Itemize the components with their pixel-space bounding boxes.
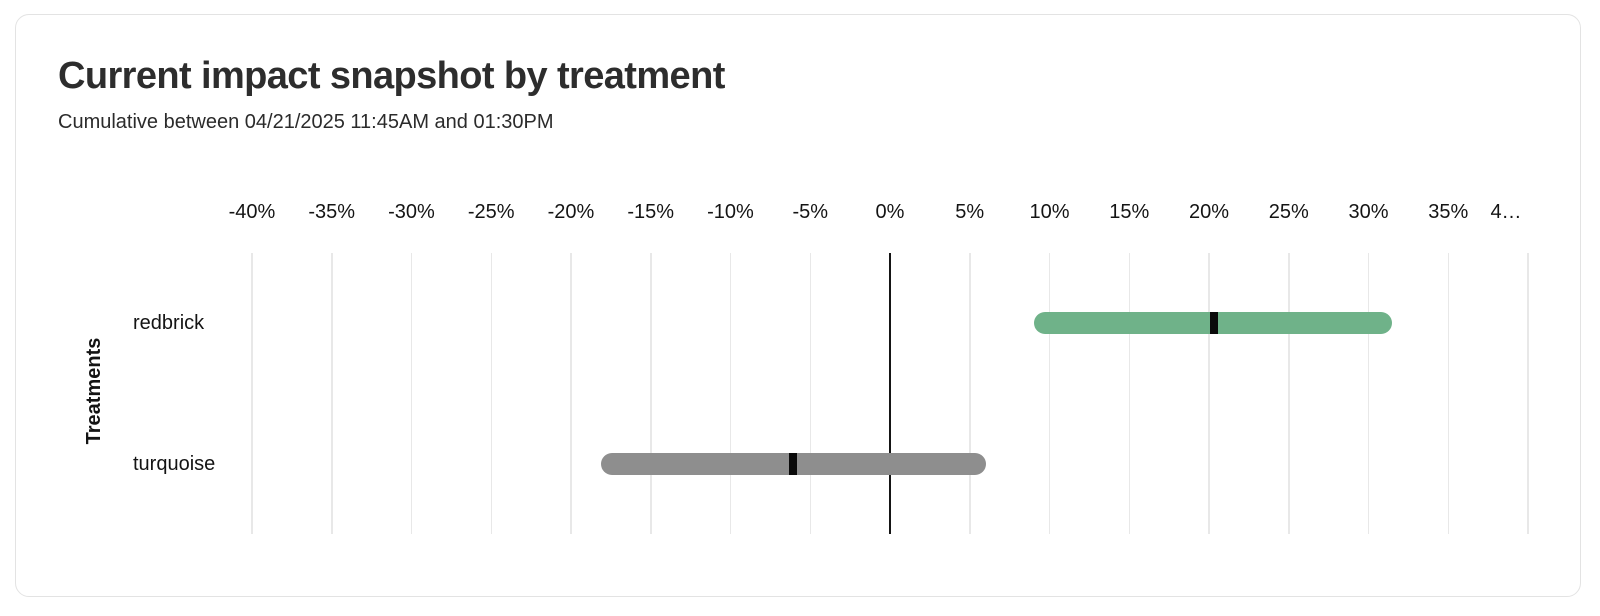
x-tick-label: -20% <box>547 201 595 223</box>
x-tick-label: -10% <box>707 201 754 223</box>
impact-snapshot-card: Current impact snapshot by treatment Cum… <box>15 14 1581 597</box>
x-axis: -40% -35% -30% -25% -20% -15% -10% -5% 0% 5% 10% 15… <box>229 201 1528 227</box>
gridline <box>331 253 333 534</box>
point-estimate-marker-turquoise <box>788 452 797 475</box>
x-tick-label: -5% <box>792 201 829 223</box>
treatment-label-turquoise: turquoise <box>133 452 216 475</box>
x-tick-label: -15% <box>627 201 675 223</box>
plot-area <box>251 253 1529 534</box>
gridline <box>570 253 572 534</box>
gridline <box>490 253 492 534</box>
x-tick-label: -30% <box>388 201 435 223</box>
zero-baseline <box>889 253 891 534</box>
x-tick-label: 0% <box>875 201 905 223</box>
x-tick-label: 10% <box>1029 201 1070 223</box>
gridline <box>1288 253 1290 534</box>
gridline <box>1447 253 1449 534</box>
x-tick-label: 4… <box>1490 201 1522 223</box>
x-tick-label: 35% <box>1428 201 1469 223</box>
date-range-subtitle: Cumulative between 04/21/2025 11:45AM an… <box>58 111 554 133</box>
gridline <box>1367 253 1370 534</box>
page-title: Current impact snapshot by treatment <box>58 55 725 97</box>
x-tick-label: 15% <box>1109 201 1150 223</box>
x-tick-label: 25% <box>1268 201 1309 223</box>
x-tick-label: 20% <box>1188 201 1230 223</box>
point-estimate-marker-redbrick <box>1209 312 1218 335</box>
gridline <box>809 253 811 534</box>
x-tick-label: 30% <box>1348 201 1389 223</box>
x-tick-label: -40% <box>228 201 276 223</box>
gridline <box>1128 253 1130 534</box>
gridline <box>1048 253 1051 534</box>
gridline <box>251 253 253 534</box>
y-axis-title: Treatments <box>83 337 105 445</box>
gridline <box>1208 253 1210 534</box>
gridline <box>410 253 413 534</box>
gridline <box>969 253 971 534</box>
gridline <box>729 253 732 534</box>
treatment-label-redbrick: redbrick <box>133 312 205 335</box>
x-tick-label: -25% <box>467 201 515 223</box>
gridline <box>650 253 652 534</box>
x-tick-label: -35% <box>308 201 356 223</box>
x-tick-label: 5% <box>955 201 985 223</box>
gridline <box>1527 253 1529 534</box>
